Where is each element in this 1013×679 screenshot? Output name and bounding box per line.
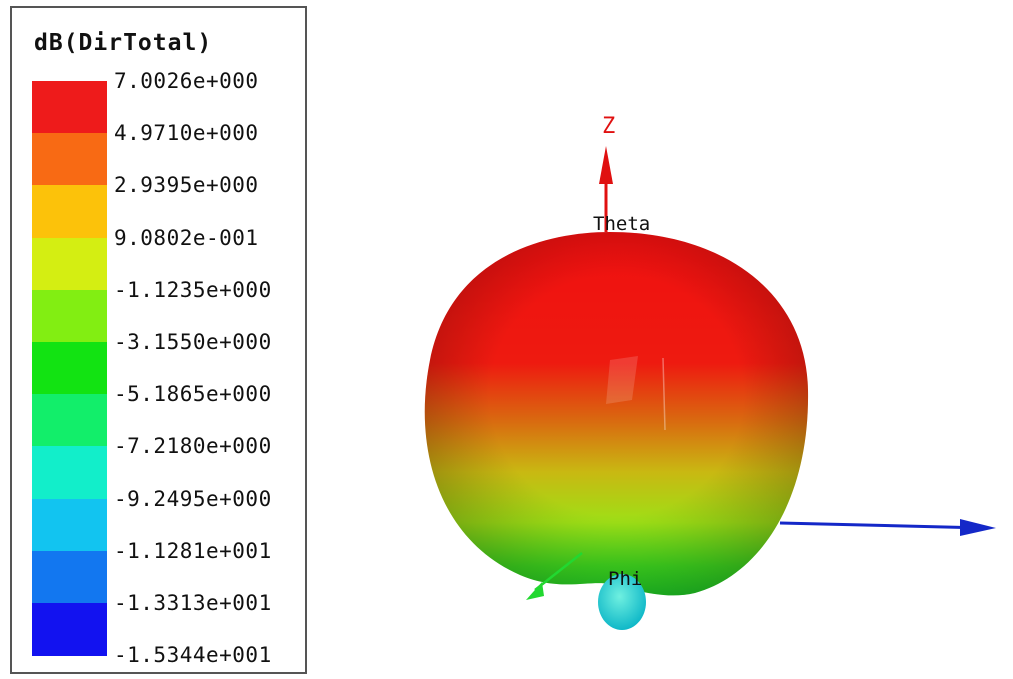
legend-swatch — [32, 133, 107, 186]
legend-tick-label: -3.1550e+000 — [114, 330, 272, 354]
legend-title: dB(DirTotal) — [34, 30, 213, 56]
legend-tick-label: -7.2180e+000 — [114, 434, 272, 459]
legend-swatch — [32, 498, 107, 552]
legend-swatch — [32, 342, 107, 395]
legend-swatch — [32, 446, 107, 500]
legend-tick-label: -1.5344e+001 — [114, 643, 272, 668]
legend-swatch — [32, 81, 107, 134]
y-axis-arrowhead — [526, 582, 544, 600]
legend-tick-label: -9.2495e+000 — [114, 486, 272, 511]
legend-tick-label: 9.0802e-001 — [114, 225, 259, 250]
back-lobe — [598, 574, 646, 630]
z-axis-label: Z — [602, 114, 615, 139]
y-axis-line — [534, 552, 583, 591]
legend-tick-label: -1.1281e+001 — [114, 538, 272, 563]
legend-tick-label: -1.3313e+001 — [114, 591, 272, 615]
color-legend: dB(DirTotal) 7.0026e+000 4.9710e+000 2.939… — [10, 6, 307, 674]
phi-label: Phi — [608, 568, 642, 590]
legend-tick-label: -5.1865e+000 — [114, 382, 272, 407]
legend-swatch — [32, 289, 107, 343]
x-axis-arrowhead — [960, 519, 996, 536]
main-lobe-shading — [424, 232, 809, 596]
theta-label: Theta — [593, 213, 650, 235]
lobe-facet — [606, 356, 638, 404]
legend-swatch — [32, 394, 107, 447]
legend-swatch — [32, 603, 107, 656]
legend-swatch — [32, 237, 107, 291]
legend-swatch — [32, 185, 107, 239]
z-axis-arrowhead — [599, 146, 613, 184]
x-axis-line — [779, 521, 986, 530]
legend-swatch — [32, 550, 107, 604]
legend-tick-label: 2.9395e+000 — [114, 173, 259, 198]
legend-tick-label: 7.0026e+000 — [114, 69, 259, 93]
legend-tick-label: -1.1235e+000 — [114, 277, 272, 302]
legend-tick-label: 4.9710e+000 — [114, 121, 259, 146]
lobe-facet-line — [662, 357, 666, 431]
radiation-pattern-plot: Z Theta Phi — [424, 114, 996, 630]
